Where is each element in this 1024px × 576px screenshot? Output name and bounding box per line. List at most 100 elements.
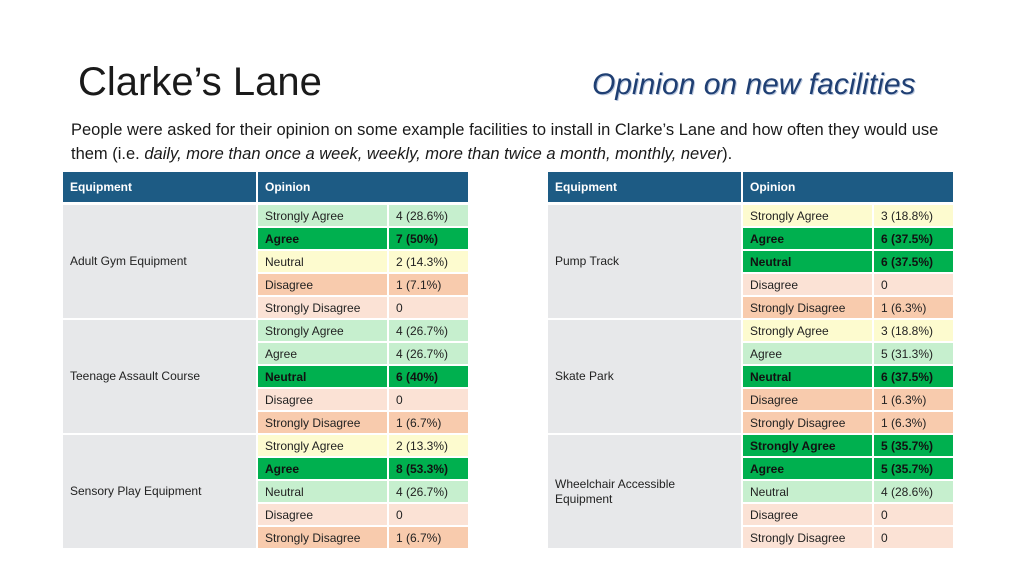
- intro-prefix: People were asked for their opinion on s…: [71, 121, 939, 163]
- opinion-count: 1 (7.1%): [388, 273, 471, 297]
- opinion-count: 1 (6.3%): [873, 411, 956, 435]
- opinion-count: 6 (37.5%): [873, 227, 956, 251]
- table-row: Agree 6 (37.5%): [548, 227, 956, 251]
- table-row: Agree 4 (26.7%): [63, 342, 471, 366]
- table-row: Neutral 4 (28.6%): [548, 480, 956, 504]
- table-row: Strongly Disagree 1 (6.3%): [548, 411, 956, 435]
- table-row: Adult Gym Equipment Strongly Agree 4 (28.6…: [63, 203, 471, 320]
- opinion-count: 6 (37.5%): [873, 250, 956, 274]
- opinion-count: 4 (26.7%): [388, 319, 471, 343]
- opinion-label: Strongly Disagree: [257, 526, 389, 550]
- opinion-header: Opinion: [257, 172, 471, 205]
- opinion-label: Disagree: [742, 273, 874, 297]
- opinion-table-left: Equipment Opinion Adult Gym Equipment Str…: [63, 172, 471, 550]
- opinion-label: Agree: [257, 227, 389, 251]
- opinion-label: Disagree: [742, 388, 874, 412]
- opinion-label: Strongly Disagree: [742, 526, 874, 550]
- opinion-label: Neutral: [742, 250, 874, 274]
- table-row: Wheelchair Accessible Equipment Strongly …: [548, 434, 956, 550]
- opinion-label: Agree: [257, 457, 389, 481]
- table-row: Disagree 0: [548, 273, 956, 297]
- table-row: Pump Track Strongly Agree 3 (18.8%): [548, 203, 956, 320]
- opinion-count: 5 (31.3%): [873, 342, 956, 366]
- intro-paragraph: People were asked for their opinion on s…: [71, 118, 971, 166]
- table-row: Sensory Play Equipment Strongly Agree 2 (1…: [63, 434, 471, 550]
- opinion-label: Strongly Disagree: [257, 411, 389, 435]
- table-row: Strongly Disagree 1 (6.7%): [63, 526, 471, 550]
- opinion-label: Agree: [742, 342, 874, 366]
- opinion-count: 7 (50%): [388, 227, 471, 251]
- page-title: Clarke’s Lane: [78, 60, 322, 104]
- table-row: Strongly Disagree 0: [63, 296, 471, 320]
- opinion-label: Strongly Agree: [257, 434, 389, 458]
- table-row: Teenage Assault Course Strongly Agree 4 (2…: [63, 319, 471, 435]
- table-row: Strongly Disagree 1 (6.3%): [548, 296, 956, 320]
- opinion-count: 0: [388, 388, 471, 412]
- equipment-name: Skate Park: [548, 319, 743, 435]
- opinion-count: 3 (18.8%): [873, 319, 956, 343]
- table-row: Agree 7 (50%): [63, 227, 471, 251]
- opinion-count: 5 (35.7%): [873, 457, 956, 481]
- table-row: Strongly Disagree 0: [548, 526, 956, 550]
- table-row: Disagree 0: [548, 503, 956, 527]
- equipment-name: Adult Gym Equipment: [63, 203, 258, 320]
- equipment-header: Equipment: [548, 172, 743, 205]
- table-row: Disagree 1 (6.3%): [548, 388, 956, 412]
- table-row: Neutral 6 (40%): [63, 365, 471, 389]
- opinion-count: 0: [388, 296, 471, 320]
- table-row: Neutral 4 (26.7%): [63, 480, 471, 504]
- page-subtitle: Opinion on new facilities: [592, 68, 916, 101]
- opinion-count: 6 (40%): [388, 365, 471, 389]
- opinion-label: Disagree: [257, 388, 389, 412]
- opinion-count: 1 (6.7%): [388, 411, 471, 435]
- equipment-name: Wheelchair Accessible Equipment: [548, 434, 743, 550]
- opinion-count: 4 (26.7%): [388, 480, 471, 504]
- opinion-label: Strongly Agree: [742, 203, 874, 228]
- intro-frequencies: daily, more than once a week, weekly, mo…: [144, 145, 723, 163]
- table-row: Strongly Disagree 1 (6.7%): [63, 411, 471, 435]
- opinion-label: Neutral: [257, 365, 389, 389]
- opinion-label: Neutral: [742, 365, 874, 389]
- opinion-label: Agree: [257, 342, 389, 366]
- equipment-name: Pump Track: [548, 203, 743, 320]
- opinion-label: Agree: [742, 457, 874, 481]
- opinion-count: 8 (53.3%): [388, 457, 471, 481]
- opinion-label: Strongly Disagree: [742, 296, 874, 320]
- opinion-label: Neutral: [257, 480, 389, 504]
- table-row: Disagree 0: [63, 388, 471, 412]
- opinion-label: Strongly Disagree: [742, 411, 874, 435]
- table-row: Agree 5 (31.3%): [548, 342, 956, 366]
- opinion-label: Strongly Agree: [742, 319, 874, 343]
- opinion-count: 1 (6.7%): [388, 526, 471, 550]
- opinion-count: 0: [388, 503, 471, 527]
- opinion-count: 2 (14.3%): [388, 250, 471, 274]
- table-row: Neutral 2 (14.3%): [63, 250, 471, 274]
- opinion-label: Neutral: [742, 480, 874, 504]
- opinion-count: 5 (35.7%): [873, 434, 956, 458]
- opinion-label: Disagree: [742, 503, 874, 527]
- table-row: Agree 8 (53.3%): [63, 457, 471, 481]
- opinion-label: Strongly Agree: [257, 319, 389, 343]
- equipment-name: Teenage Assault Course: [63, 319, 258, 435]
- table-row: Skate Park Strongly Agree 3 (18.8%): [548, 319, 956, 435]
- opinion-count: 1 (6.3%): [873, 296, 956, 320]
- opinion-count: 0: [873, 503, 956, 527]
- opinion-count: 6 (37.5%): [873, 365, 956, 389]
- opinion-count: 2 (13.3%): [388, 434, 471, 458]
- equipment-header: Equipment: [63, 172, 258, 205]
- table-row: Neutral 6 (37.5%): [548, 250, 956, 274]
- opinion-count: 4 (28.6%): [873, 480, 956, 504]
- table-row: Disagree 0: [63, 503, 471, 527]
- opinion-count: 0: [873, 526, 956, 550]
- opinion-header: Opinion: [742, 172, 956, 205]
- opinion-table-right: Equipment Opinion Pump Track Strongly Agr…: [548, 172, 956, 550]
- opinion-count: 4 (26.7%): [388, 342, 471, 366]
- opinion-count: 0: [873, 273, 956, 297]
- opinion-label: Strongly Agree: [742, 434, 874, 458]
- intro-suffix: ).: [722, 145, 733, 163]
- opinion-label: Strongly Disagree: [257, 296, 389, 320]
- opinion-label: Neutral: [257, 250, 389, 274]
- opinion-label: Disagree: [257, 273, 389, 297]
- equipment-name: Sensory Play Equipment: [63, 434, 258, 550]
- table-row: Disagree 1 (7.1%): [63, 273, 471, 297]
